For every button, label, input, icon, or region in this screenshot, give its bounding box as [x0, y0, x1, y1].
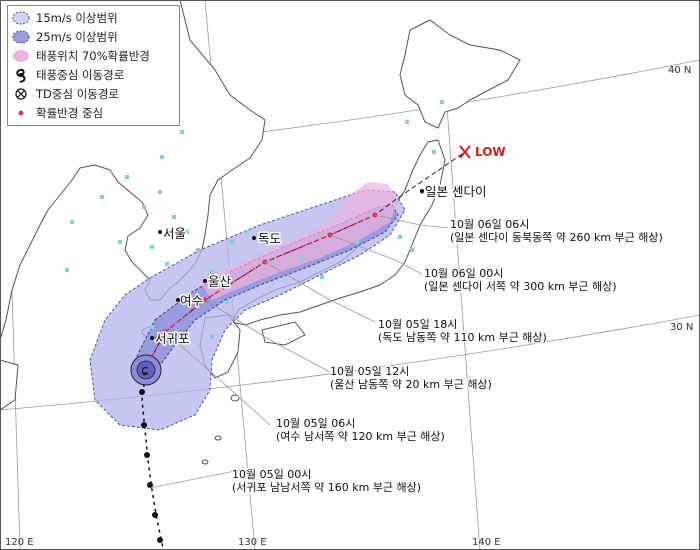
legend-item-typhoon-track: 태풍중심 이동경로 [8, 66, 124, 84]
city-dokdo: 독도 [258, 231, 281, 246]
legend-item-15ms: 15m/s 이상범위 [8, 9, 118, 27]
legend-item-prob-center: 확률반경 중심 [8, 104, 103, 122]
legend-item-25ms: 25m/s 이상범위 [8, 28, 118, 46]
city-sendai: 일본 센다이 [425, 184, 486, 199]
city-seogwipo: 서귀포 [155, 331, 190, 346]
forecast-time-3: 10월 05일 18시 [378, 317, 457, 331]
city-ulsan: 울산 [208, 274, 232, 289]
lon-140-label: 140 E [472, 537, 501, 548]
low-marker: LOW [459, 145, 506, 159]
circle-25ms-icon [8, 30, 34, 44]
red-dot-icon [8, 106, 34, 120]
probability-radius [200, 182, 398, 300]
forecast-desc-5: (일본 센다이 동북동쪽 약 260 km 부근 해상) [450, 230, 663, 244]
city-seoul: 서울 [163, 226, 186, 241]
forecast-label-1: 10월 05일 06시 (여수 남서쪽 약 120 km 부근 해상) [275, 415, 447, 445]
lat-40-label: 40 N [668, 65, 691, 76]
forecast-desc-4: (일본 센다이 서쪽 약 300 km 부근 해상) [424, 279, 617, 293]
svg-text:ɕ: ɕ [141, 363, 149, 379]
forecast-time-2: 10월 05일 12시 [330, 364, 409, 378]
forecast-label-4: 10월 06일 00시 (일본 센다이 서쪽 약 300 km 부근 해상) [423, 265, 619, 295]
lon-120-label: 120 E [5, 537, 34, 548]
forecast-time-0: 10월 05일 00시 [232, 467, 311, 481]
forecast-desc-2: (울산 남동쪽 약 20 km 부근 해상) [330, 377, 492, 391]
forecast-label-3: 10월 05일 18시 (독도 남동쪽 약 110 km 부근 해상) [377, 316, 549, 346]
forecast-label-5: 10월 06일 06시 (일본 센다이 동북동쪽 약 260 km 부근 해상) [449, 216, 665, 246]
legend-item-td-track: TD중심 이동경로 [8, 85, 119, 103]
typhoon-symbol-icon [8, 67, 34, 83]
forecast-time-4: 10월 06일 00시 [424, 266, 503, 280]
label-connectors [149, 214, 449, 489]
forecast-desc-1: (여수 남서쪽 약 120 km 부근 해상) [276, 429, 445, 443]
past-track [139, 369, 164, 549]
legend: 15m/s 이상범위 25m/s 이상범위 태풍위치 70%확률반경 태풍중심 … [7, 5, 180, 126]
city-yeosu: 여수 [180, 293, 203, 308]
forecast-desc-3: (독도 남동쪽 약 110 km 부근 해상) [378, 330, 547, 344]
legend-item-probability: 태풍위치 70%확률반경 [8, 47, 150, 65]
lon-130-label: 130 E [238, 537, 267, 548]
td-cross-circle-icon [8, 87, 34, 101]
probability-radius-icon [8, 49, 34, 63]
forecast-label-0: 10월 05일 00시 (서귀포 남남서쪽 약 160 km 부근 해상) [231, 466, 423, 496]
forecast-desc-0: (서귀포 남남서쪽 약 160 km 부근 해상) [232, 480, 421, 494]
forecast-time-1: 10월 05일 06시 [276, 416, 355, 430]
forecast-label-2: 10월 05일 12시 (울산 남동쪽 약 20 km 부근 해상) [329, 363, 494, 393]
forecast-time-5: 10월 06일 06시 [450, 217, 529, 231]
low-label: LOW [475, 145, 506, 159]
stations [65, 100, 444, 339]
current-typhoon-icon: ɕ [130, 354, 162, 386]
lat-30-label: 30 N [670, 322, 693, 333]
circle-15ms-icon [8, 11, 34, 25]
